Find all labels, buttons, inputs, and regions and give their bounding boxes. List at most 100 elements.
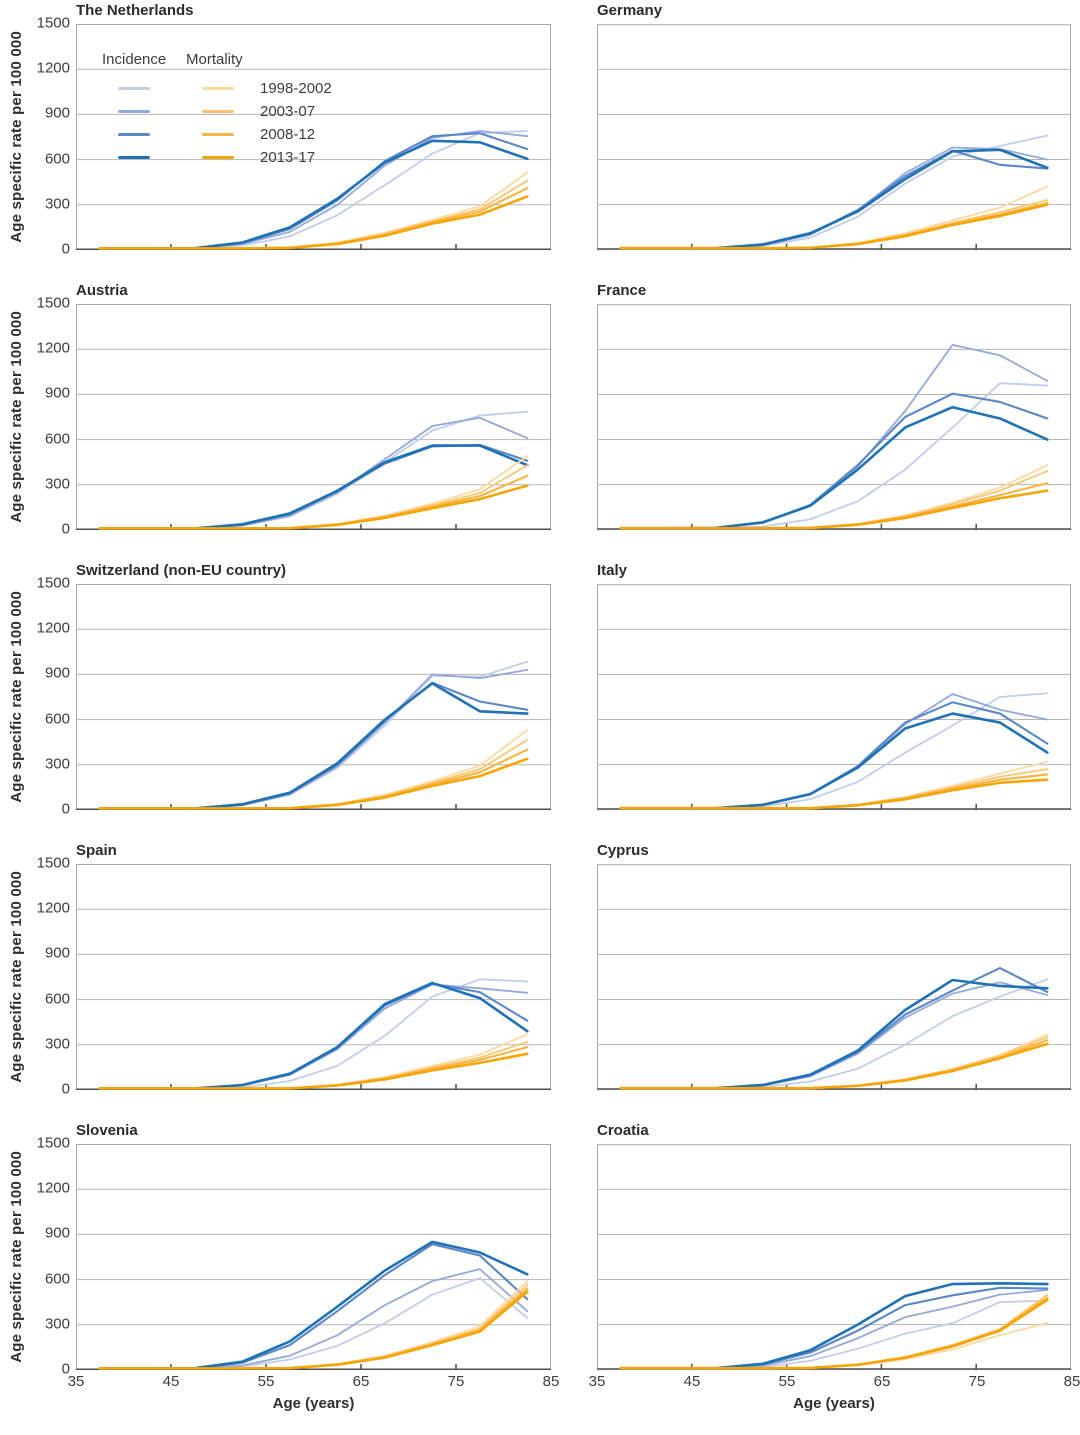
y-tick-label: 900 bbox=[44, 385, 70, 403]
mortality-swatch-1998-2002 bbox=[202, 87, 234, 90]
plot-area bbox=[597, 24, 1071, 250]
mortality-line-1998-2002 bbox=[619, 464, 1049, 530]
plot-area bbox=[76, 584, 551, 810]
x-tick-label: 75 bbox=[447, 1373, 465, 1390]
mortality-swatch-2003-07 bbox=[202, 110, 234, 113]
y-tick-label: 900 bbox=[44, 945, 70, 963]
y-tick-label: 0 bbox=[61, 800, 70, 818]
y-tick-label: 600 bbox=[44, 430, 70, 448]
incidence-line-1998-2002 bbox=[619, 978, 1049, 1090]
x-tick-label: 45 bbox=[162, 1373, 180, 1390]
panel-title: Spain bbox=[76, 842, 117, 859]
chart-panel-france: France bbox=[597, 282, 1071, 530]
panel-title: The Netherlands bbox=[76, 2, 194, 19]
chart-panel-netherlands: The Netherlands Incidence Mortality 1998… bbox=[76, 2, 551, 250]
mortality-line-1998-2002 bbox=[619, 1322, 1049, 1370]
chart-panel-croatia: Croatia 35 45 55 65 75 85 Age (years) bbox=[589, 1122, 1080, 1412]
y-tick-label: 600 bbox=[44, 990, 70, 1008]
y-tick-labels: 0 300 600 900 1200 1500 bbox=[30, 2, 76, 258]
mortality-line-2003-07 bbox=[619, 1293, 1049, 1370]
mortality-line-2013-17 bbox=[98, 1290, 529, 1370]
plot-area bbox=[597, 864, 1071, 1090]
x-tick-label: 35 bbox=[67, 1373, 85, 1390]
y-tick-labels: 0 300 600 900 1200 1500 bbox=[30, 842, 76, 1098]
figure-row-3: Age specific rate per 100 000 0 300 600 900… bbox=[2, 562, 1080, 842]
x-tick-label: 55 bbox=[778, 1373, 796, 1390]
y-tick-label: 1500 bbox=[36, 854, 70, 872]
mortality-line-2003-07 bbox=[619, 768, 1049, 810]
legend-header-incidence: Incidence bbox=[102, 51, 167, 68]
mortality-line-2003-07 bbox=[619, 199, 1049, 250]
incidence-line-2008-12 bbox=[98, 1243, 529, 1370]
incidence-line-1998-2002 bbox=[98, 410, 529, 530]
x-tick-labels: 35 45 55 65 75 85 bbox=[589, 1370, 1080, 1392]
incidence-line-2008-12 bbox=[619, 149, 1049, 250]
incidence-line-2013-17 bbox=[98, 682, 529, 810]
line-chart-svg bbox=[76, 1144, 551, 1370]
legend-row: 1998-2002 bbox=[102, 77, 332, 100]
mortality-line-2013-17 bbox=[98, 484, 529, 530]
x-tick-label: 65 bbox=[873, 1373, 891, 1390]
plot-frame bbox=[76, 1144, 551, 1370]
mortality-line-1998-2002 bbox=[98, 171, 529, 250]
y-tick-label: 600 bbox=[44, 710, 70, 728]
mortality-line-2013-17 bbox=[619, 489, 1049, 530]
y-axis-label: Age specific rate per 100 000 bbox=[7, 1151, 25, 1363]
line-chart-svg bbox=[597, 1144, 1071, 1370]
line-chart-svg bbox=[76, 584, 551, 810]
mortality-line-2013-17 bbox=[619, 1042, 1049, 1090]
y-tick-labels: 0 300 600 900 1200 1500 bbox=[30, 1122, 76, 1378]
mortality-line-2013-17 bbox=[98, 757, 529, 810]
chart-legend: Incidence Mortality 1998-2002 2003-07 bbox=[102, 52, 332, 169]
incidence-line-2013-17 bbox=[619, 978, 1049, 1090]
x-tick-label: 85 bbox=[1063, 1373, 1080, 1390]
y-tick-label: 600 bbox=[44, 150, 70, 168]
y-axis-label: Age specific rate per 100 000 bbox=[7, 31, 25, 243]
mortality-line-2013-17 bbox=[98, 195, 529, 250]
legend-period-label: 2008-12 bbox=[260, 126, 316, 143]
line-chart-svg bbox=[597, 304, 1071, 530]
incidence-line-1998-2002 bbox=[619, 382, 1049, 530]
y-tick-label: 1200 bbox=[36, 1179, 70, 1197]
y-tick-label: 600 bbox=[44, 1270, 70, 1288]
mortality-swatch-2008-12 bbox=[202, 133, 234, 136]
incidence-line-2003-07 bbox=[619, 1289, 1049, 1370]
line-chart-svg bbox=[76, 24, 551, 250]
figure-row-5: Age specific rate per 100 000 0 300 600 900… bbox=[2, 1122, 1080, 1435]
incidence-swatch-2013-17 bbox=[118, 155, 150, 160]
incidence-swatch-2003-07 bbox=[118, 110, 150, 113]
mortality-line-2008-12 bbox=[98, 1046, 529, 1090]
y-tick-label: 1200 bbox=[36, 619, 70, 637]
y-tick-label: 0 bbox=[61, 1360, 70, 1378]
mortality-swatch-2013-17 bbox=[202, 155, 234, 160]
y-tick-label: 0 bbox=[61, 520, 70, 538]
panel-title: Italy bbox=[597, 562, 628, 579]
line-chart-svg bbox=[597, 864, 1071, 1090]
mortality-line-2003-07 bbox=[98, 738, 529, 810]
mortality-line-2013-17 bbox=[619, 778, 1049, 810]
y-tick-label: 1500 bbox=[36, 574, 70, 592]
y-tick-label: 1500 bbox=[36, 1134, 70, 1152]
mortality-line-2013-17 bbox=[98, 1052, 529, 1090]
incidence-line-2013-17 bbox=[619, 148, 1049, 250]
y-tick-label: 1200 bbox=[36, 899, 70, 917]
y-tick-label: 900 bbox=[44, 1225, 70, 1243]
incidence-line-2003-07 bbox=[98, 416, 529, 530]
chart-panel-italy: Italy bbox=[597, 562, 1071, 810]
mortality-line-2013-17 bbox=[619, 203, 1049, 250]
incidence-swatch-1998-2002 bbox=[118, 87, 150, 90]
y-tick-label: 900 bbox=[44, 665, 70, 683]
x-axis-label: Age (years) bbox=[793, 1395, 875, 1412]
mortality-line-2008-12 bbox=[619, 482, 1049, 530]
plot-area bbox=[76, 864, 551, 1090]
legend-period-label: 2003-07 bbox=[260, 103, 316, 120]
incidence-line-1998-2002 bbox=[619, 134, 1049, 250]
incidence-line-2003-07 bbox=[619, 981, 1049, 1090]
plot-area bbox=[597, 1144, 1071, 1370]
y-tick-label: 0 bbox=[61, 1080, 70, 1098]
y-tick-label: 900 bbox=[44, 105, 70, 123]
mortality-line-2013-17 bbox=[619, 1298, 1049, 1370]
y-axis-label: Age specific rate per 100 000 bbox=[7, 311, 25, 523]
x-tick-labels: 35 45 55 65 75 85 bbox=[68, 1370, 560, 1392]
